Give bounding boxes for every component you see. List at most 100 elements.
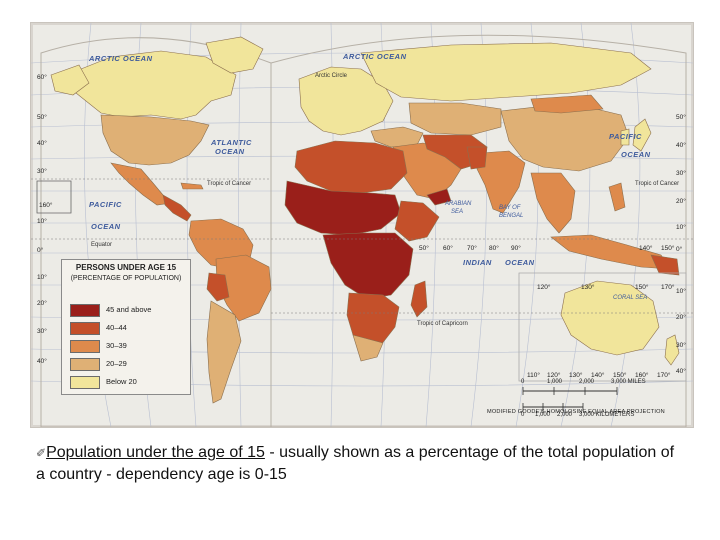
lat-labels-right: 50° 40° 30° 20° 10° 0° 10° 20° 30° 40°	[676, 113, 686, 375]
lon-mid-5: 140°	[639, 244, 653, 252]
land-mongolia	[530, 94, 604, 114]
lon-top-2: 150°	[635, 283, 649, 291]
label-tropic-capricorn: Tropic of Capricorn	[417, 321, 468, 327]
ocean-label-atlantic-1: ATLANTIC	[210, 138, 252, 147]
land-japan	[632, 118, 652, 152]
land-bolivia	[206, 272, 230, 302]
ocean-label-coral-sea: CORAL SEA	[613, 295, 647, 301]
land-caribbean	[180, 182, 204, 190]
lon-mid-3: 80°	[489, 244, 499, 252]
legend-row-3: 30–39	[70, 340, 186, 354]
land-central-africa	[322, 232, 414, 300]
lon-bottom-4: 150°	[613, 371, 627, 379]
lat-right-0: 50°	[676, 113, 686, 121]
land-australia	[560, 280, 660, 356]
pencil-bullet-icon: ✐	[36, 446, 47, 460]
legend-row-2: 40–44	[70, 322, 186, 336]
map-graphic: ARCTIC OCEAN ARCTIC OCEAN ATLANTIC OCEAN…	[31, 23, 693, 427]
lat-right-7: 20°	[676, 313, 686, 321]
land-central-asia	[408, 102, 502, 136]
left-edge-label: 160°	[39, 201, 53, 209]
lon-mid-1: 60°	[443, 244, 453, 252]
world-map: ARCTIC OCEAN ARCTIC OCEAN ATLANTIC OCEAN…	[30, 22, 694, 428]
ocean-label-pacific-right-2: OCEAN	[621, 150, 651, 159]
land-south-africa	[352, 334, 384, 362]
left-inset-frame	[36, 180, 72, 214]
legend-label-3: 30–39	[106, 341, 127, 350]
scale-miles-3: 3,000 MILES	[611, 379, 646, 385]
lat-right-4: 10°	[676, 223, 686, 231]
lat-right-9: 40°	[676, 367, 686, 375]
land-horn-africa	[394, 200, 440, 242]
lon-mid-2: 70°	[467, 244, 477, 252]
australia-inset-frame	[518, 272, 687, 382]
land-india	[476, 150, 526, 214]
legend-row-5: Below 20	[70, 376, 186, 390]
lon-labels-mid: 50° 60° 70° 80° 90° 140° 150°	[419, 244, 675, 252]
caption-definition: - usually shown as a percentage of the t…	[36, 444, 675, 483]
land-new-zealand	[664, 334, 680, 366]
legend-label-1: 45 and above	[106, 305, 152, 314]
lon-bottom-3: 140°	[591, 371, 605, 379]
lon-top-3: 170°	[661, 283, 675, 291]
lon-bottom-5: 160°	[635, 371, 649, 379]
lon-top-0: 120°	[537, 283, 551, 291]
land-north-africa	[294, 140, 408, 194]
land-yemen	[426, 188, 452, 206]
map-legend: PERSONS UNDER AGE 15 (PERCENTAGE OF POPU…	[61, 259, 191, 395]
land-papua	[650, 254, 680, 276]
land-philippines	[608, 182, 626, 212]
ocean-label-atlantic-2: OCEAN	[215, 147, 245, 156]
ocean-label-indian-1: INDIAN	[463, 258, 492, 267]
lat-left-0: 60°	[37, 73, 47, 81]
slide-caption: ✐Population under the age of 15 - usuall…	[36, 442, 686, 485]
scale-km-3: 3,000 KILOMETERS	[579, 412, 635, 418]
lat-left-10: 40°	[37, 357, 47, 365]
projection-label: MODIFIED GOODE'S HOMOLOSINE EQUAL AREA P…	[487, 409, 665, 415]
lon-top-1: 130°	[581, 283, 595, 291]
lon-bottom-1: 120°	[547, 371, 561, 379]
ocean-label-arctic-left: ARCTIC OCEAN	[88, 54, 153, 63]
legend-label-5: Below 20	[106, 377, 137, 386]
land-pakistan	[466, 146, 488, 170]
scale-miles-0: 0	[521, 379, 525, 385]
label-tropic-cancer-right: Tropic of Cancer	[635, 181, 679, 187]
lat-left-2: 40°	[37, 139, 47, 147]
ocean-label-arabian-1: ARABIAN	[444, 201, 472, 207]
lon-labels-bottom: 110° 120° 130° 140° 150° 160° 170°	[527, 371, 671, 379]
label-tropic-cancer-left: Tropic of Cancer	[207, 181, 251, 187]
land-indonesia	[550, 234, 672, 270]
lobe-east	[270, 34, 687, 427]
lat-left-5: 10°	[37, 217, 47, 225]
legend-swatch-4	[70, 358, 100, 371]
label-arctic-circle: Arctic Circle	[315, 73, 348, 79]
scale-miles-1: 1,000	[547, 379, 563, 385]
lon-bottom-2: 130°	[569, 371, 583, 379]
lon-bottom-6: 170°	[657, 371, 671, 379]
lat-right-8: 30°	[676, 341, 686, 349]
ocean-label-pacific-left-2: OCEAN	[91, 222, 121, 231]
ocean-label-bengal-2: BENGAL	[499, 213, 523, 219]
land-greenland	[205, 36, 264, 74]
legend-swatch-5	[70, 376, 100, 389]
lat-right-5: 0°	[676, 245, 683, 253]
scale-bar-graphic	[522, 387, 618, 411]
land-europe	[298, 66, 394, 136]
ocean-label-pacific-left-1: PACIFIC	[89, 200, 122, 209]
lat-left-7: 10°	[37, 273, 47, 281]
ocean-label-arabian-2: SEA	[451, 209, 463, 215]
lon-mid-6: 150°	[661, 244, 675, 252]
land-mexico	[110, 162, 172, 206]
legend-label-4: 20–29	[106, 359, 127, 368]
legend-subtitle: (PERCENTAGE OF POPULATION)	[70, 275, 182, 282]
lon-mid-4: 90°	[511, 244, 521, 252]
lat-left-1: 50°	[37, 113, 47, 121]
lat-right-6: 10°	[676, 287, 686, 295]
ocean-label-indian-2: OCEAN	[505, 258, 535, 267]
lat-right-1: 40°	[676, 141, 686, 149]
lon-bottom-0: 110°	[527, 371, 540, 379]
lat-right-2: 30°	[676, 169, 686, 177]
lat-left-8: 20°	[37, 299, 47, 307]
land-korea	[620, 128, 630, 146]
